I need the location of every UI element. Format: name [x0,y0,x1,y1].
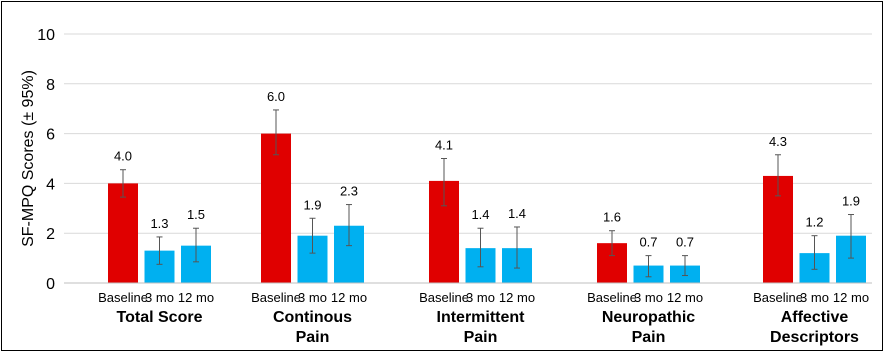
value-label: 1.9 [842,194,860,209]
value-label: 1.4 [508,206,526,221]
value-label: 0.7 [639,235,657,250]
x-tick-label: Baseline [753,290,803,305]
error-bar [609,230,615,257]
y-tick-label: 4 [46,176,55,193]
error-bar [682,255,688,277]
group-labels: Total Score Continous Pain Intermittent Pain… [117,309,860,346]
x-tick-label: 3 mo [298,290,327,305]
y-tick-label: 10 [37,27,55,44]
value-label: 1.4 [471,207,489,222]
value-label: 4.3 [769,134,787,149]
y-axis-label: SF-MPQ Scores (± 95%) [20,70,37,247]
error-bar [811,235,818,270]
error-bar [514,226,520,269]
group-label: Continous [273,309,352,326]
y-tick-label: 0 [46,276,55,293]
group-label: Pain [296,329,330,346]
bar [261,133,291,283]
error-bar [346,204,352,247]
value-label: 1.2 [805,215,823,230]
y-axis-ticks: 0 2 4 6 8 10 [37,27,55,293]
value-label: 6.0 [267,89,285,104]
error-bar [775,154,781,197]
error-bars [120,109,854,278]
error-bar [193,227,199,263]
group-label: Descriptors [770,329,859,346]
error-bar [645,255,652,278]
x-tick-label: 12 mo [178,290,214,305]
group-label: Intermittent [437,309,526,326]
x-tick-label: Baseline [251,290,301,305]
x-tick-label: Baseline [98,290,148,305]
value-label: 1.6 [603,210,621,225]
y-tick-label: 8 [46,77,55,94]
gridlines [64,33,872,234]
error-bar [273,109,279,156]
error-bar [156,236,163,265]
y-tick-label: 2 [46,226,55,243]
group-label: Pain [632,329,666,346]
error-bar [120,169,126,198]
x-tick-label: 12 mo [833,290,869,305]
value-label: 4.1 [435,138,453,153]
value-label: 0.7 [676,235,694,250]
x-tick-label: Baseline [587,290,637,305]
error-bar [848,214,854,259]
error-bar [441,158,447,207]
value-labels: 4.0 1.3 1.5 6.0 1.9 2.3 4.1 1.4 1.4 1.6 0.7 0.7 4.3 1… [114,89,860,250]
x-tick-label: 12 mo [331,290,367,305]
value-label: 1.3 [150,216,168,231]
bar [108,183,138,283]
x-tick-label: 3 mo [800,290,829,305]
group-label: Neuropathic [602,309,695,326]
value-label: 1.9 [303,197,321,212]
value-label: 2.3 [340,184,358,199]
group-label: Affective [781,309,849,326]
value-label: 1.5 [187,207,205,222]
x-tick-label: 3 mo [466,290,495,305]
x-tick-label: 12 mo [667,290,703,305]
value-label: 4.0 [114,149,132,164]
x-tick-label: Baseline [419,290,469,305]
error-bar [309,217,316,254]
x-tick-label: 12 mo [499,290,535,305]
group-label: Total Score [117,309,203,326]
y-tick-label: 6 [46,127,55,144]
x-tick-label: 3 mo [634,290,663,305]
group-label: Pain [464,329,498,346]
x-tick-label: 3 mo [145,290,174,305]
error-bar [477,227,484,268]
